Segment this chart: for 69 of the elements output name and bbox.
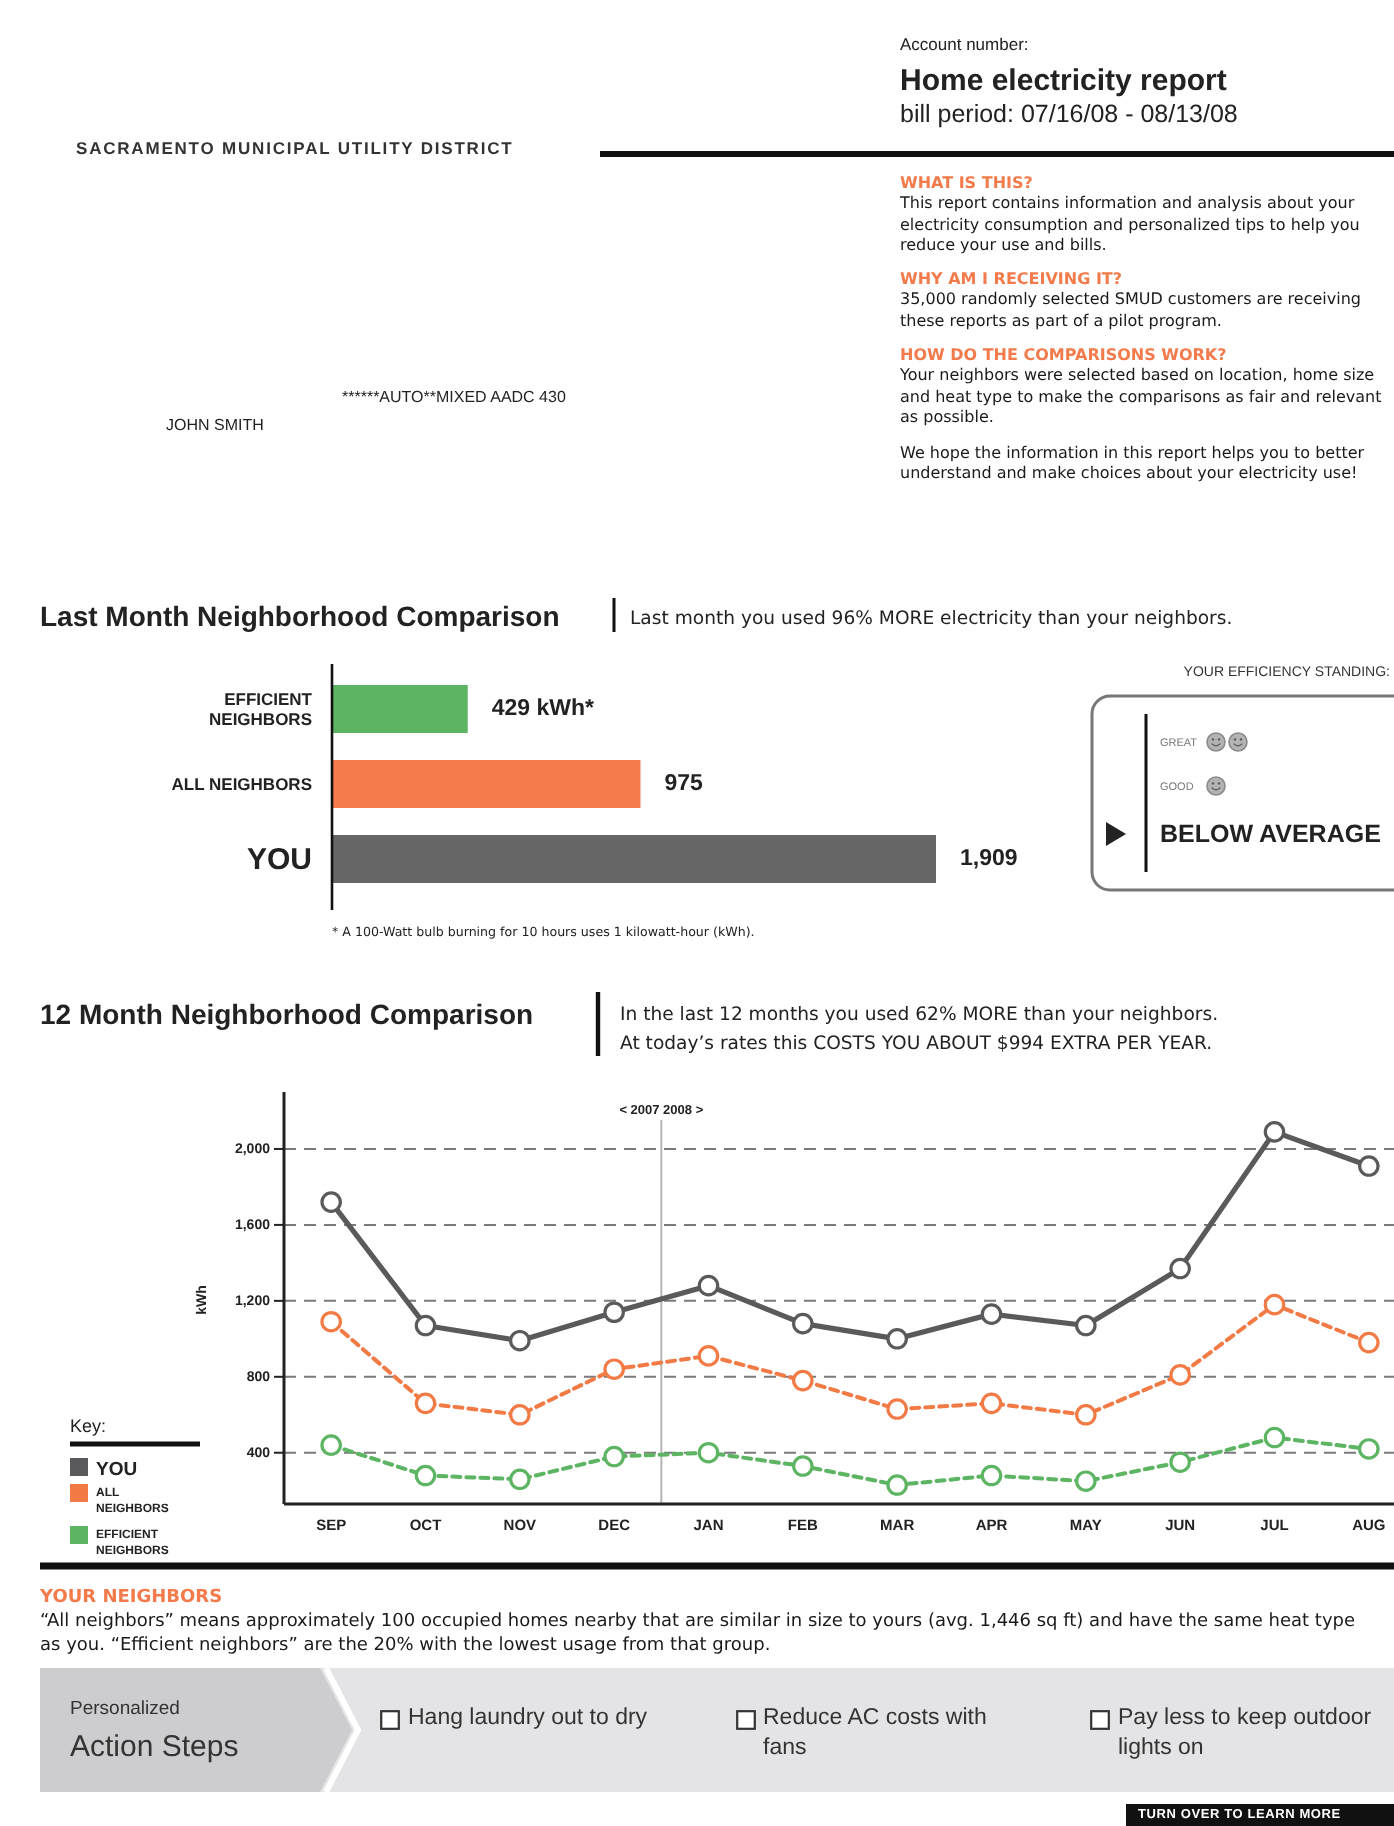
data-label: 1,909 [960, 847, 1018, 871]
legend-title: Key: [70, 1416, 107, 1436]
point [792, 1369, 814, 1392]
text: Home electricity report [900, 64, 1227, 98]
point [509, 1329, 531, 1352]
chart-subtitle: In the last 12 months you used 62% MORE than your neighbors. At today’s rates this COSTS YOU ABOUT $994 EXTRA PER YEAR. [620, 1004, 1219, 1055]
point [980, 1464, 1003, 1487]
point [1263, 1121, 1286, 1143]
point [1075, 1314, 1097, 1337]
point [603, 1445, 625, 1468]
text: ******AUTO**MIXED AADC 430 [342, 388, 567, 406]
point [980, 1303, 1003, 1325]
point [509, 1403, 531, 1426]
text: bill period: 07/16/08 - 08/13/08 [900, 100, 1238, 128]
point [320, 1310, 342, 1333]
y-tick-label: YOU [246, 842, 312, 876]
point [603, 1301, 625, 1324]
chart-subtitle: Last month you used 96% MORE electricity than your neighbors. [630, 608, 1233, 630]
text: We hope the information in this report helps you to better understand and make choices about your electricity use! [900, 444, 1365, 483]
point [1358, 1155, 1380, 1177]
y-tick-label: EFFICIENT NEIGHBORS [209, 689, 314, 729]
point [414, 1392, 437, 1415]
point [1263, 1426, 1286, 1449]
text: Your neighbors were selected based on location, home size and heat type to make the comparisons as fair and relevant as possible. [900, 366, 1382, 427]
point [886, 1328, 908, 1350]
legend-label: YOU [96, 1459, 138, 1481]
text: JOHN SMITH [166, 416, 265, 434]
point [1358, 1331, 1380, 1354]
point [320, 1191, 342, 1213]
data-label: 975 [664, 772, 705, 796]
text: SACRAMENTO MUNICIPAL UTILITY DISTRICT [76, 138, 514, 158]
chart-title: 12 Month Neighborhood Comparison [40, 998, 534, 1030]
text: Pay less to keep outdoor lights on [1118, 1706, 1372, 1760]
point [1075, 1470, 1097, 1493]
point [1169, 1451, 1191, 1474]
point [697, 1441, 720, 1464]
point [886, 1474, 908, 1496]
point [792, 1312, 814, 1335]
text: Hang laundry out to dry [408, 1706, 648, 1730]
point [980, 1392, 1003, 1415]
point [603, 1358, 625, 1380]
text: 35,000 randomly selected SMUD customers are receiving these reports as part of a pilot program. [900, 290, 1361, 330]
point [414, 1464, 437, 1487]
text: WHAT IS THIS? [900, 174, 1033, 192]
point [792, 1455, 814, 1477]
point [1263, 1293, 1286, 1316]
point [697, 1345, 720, 1367]
text: Action Steps [70, 1730, 239, 1764]
point [886, 1398, 908, 1420]
text: Personalized [70, 1698, 180, 1720]
text: Account number: [900, 34, 1029, 54]
text: “All neighbors” means approximately 100 occupied homes nearby that are similar in size to yours (avg. 1,446 sq ft) and have the same heat type as you. “Efficient neighbors” are the 20% with the lowest usage from that group. [40, 1612, 1356, 1656]
point [1169, 1364, 1191, 1386]
data-label: 429 kWh* [491, 697, 596, 721]
point [414, 1314, 437, 1337]
point [509, 1468, 531, 1491]
point [697, 1274, 720, 1297]
text: WHY AM I RECEIVING IT? [900, 270, 1123, 288]
text: Reduce AC costs with fans [763, 1706, 987, 1760]
point [1169, 1257, 1191, 1280]
point [1358, 1438, 1380, 1460]
text: This report contains information and analysis about your electricity consumption and personalized tips to help you reduce your use and bills. [900, 194, 1360, 255]
chart-title: Last Month Neighborhood Comparison [40, 600, 560, 632]
text: YOUR NEIGHBORS [40, 1588, 223, 1608]
y-tick-label: ALL NEIGHBORS [171, 774, 313, 794]
point [320, 1434, 342, 1456]
point [1075, 1403, 1097, 1426]
text: HOW DO THE COMPARISONS WORK? [900, 346, 1227, 364]
text: BELOW AVERAGE [1160, 820, 1381, 848]
